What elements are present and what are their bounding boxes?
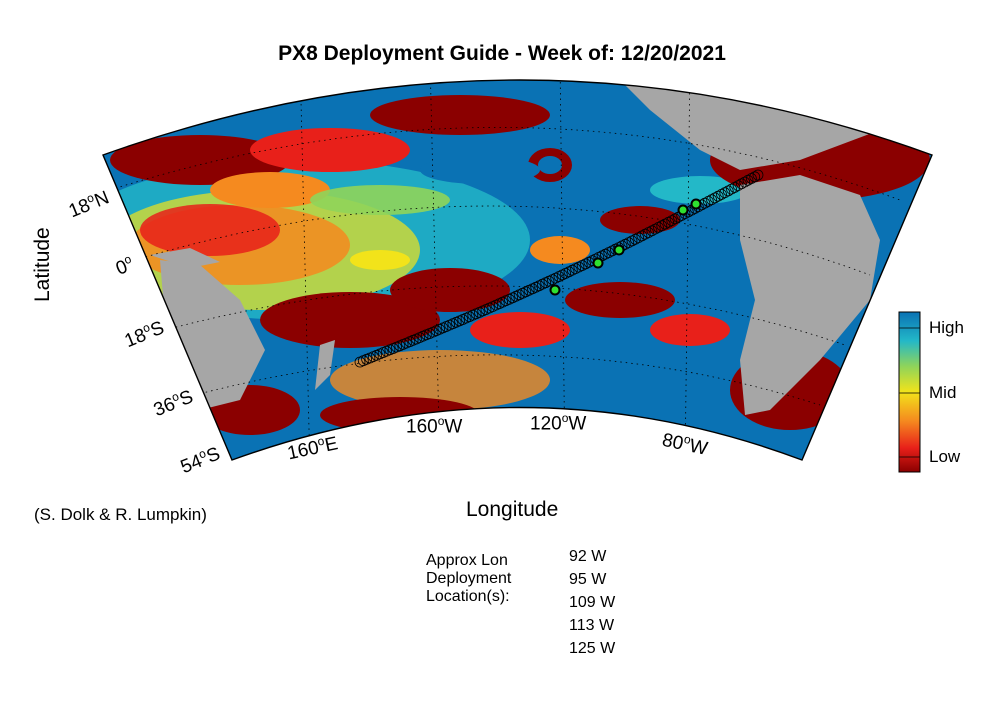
lon-tick-120w: 120oW xyxy=(530,411,587,435)
deployment-location-item: 113 W xyxy=(569,617,615,634)
deployment-marker xyxy=(690,198,702,210)
deployment-marker xyxy=(549,284,561,296)
deployment-location-item: 125 W xyxy=(569,640,616,657)
map-frame xyxy=(102,79,933,461)
deployment-marker xyxy=(613,244,625,256)
deployment-markers xyxy=(549,198,702,296)
deployment-location-item: 92 W xyxy=(569,548,607,565)
lon-tick-160w: 160oW xyxy=(406,414,463,438)
map-field xyxy=(103,80,932,460)
land-new-guinea xyxy=(150,248,220,268)
colorbar-high-label: High xyxy=(929,318,964,337)
track-point xyxy=(712,190,724,202)
colorbar xyxy=(898,311,921,473)
land-new-zealand xyxy=(315,340,335,390)
deployment-location-item: 95 W xyxy=(569,571,607,588)
track-point xyxy=(752,169,764,181)
track-point xyxy=(739,176,751,188)
track-point xyxy=(729,181,741,193)
track-point xyxy=(666,215,678,227)
deployment-heading: Approx Lon Deployment Location(s): xyxy=(426,552,512,605)
x-axis-label: Longitude xyxy=(466,498,559,521)
track-point xyxy=(732,180,744,192)
deployment-marker xyxy=(592,257,604,269)
colorbar-low-label: Low xyxy=(929,447,961,466)
deployment-marker xyxy=(677,204,689,216)
graticule xyxy=(109,80,901,460)
land-south-america xyxy=(740,175,880,415)
deployment-location-item: 109 W xyxy=(569,594,616,611)
page-title: PX8 Deployment Guide - Week of: 12/20/20… xyxy=(278,42,726,65)
track-point xyxy=(706,194,717,206)
track-point xyxy=(749,171,761,183)
colorbar-mid-label: Mid xyxy=(929,383,957,402)
deployment-locations: 92 W 95 W 109 W 113 W 125 W xyxy=(569,545,615,660)
credit-text: (S. Dolk & R. Lumpkin) xyxy=(34,505,207,524)
track-point xyxy=(722,185,734,197)
